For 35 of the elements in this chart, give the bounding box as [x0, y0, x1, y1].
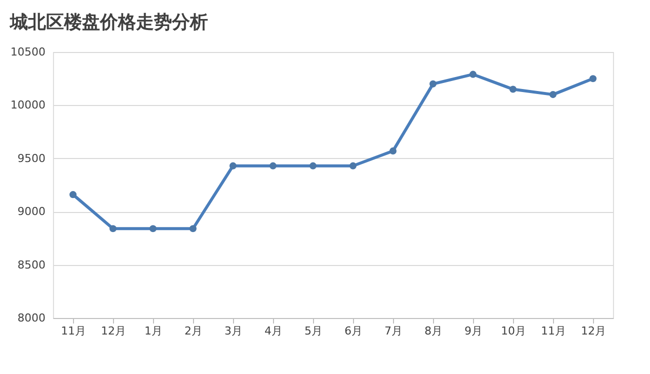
point	[109, 225, 117, 232]
y-tick-label: 8000	[18, 312, 46, 324]
point	[589, 75, 597, 82]
x-tick-label: 1月	[144, 324, 162, 338]
x-tick-label: 6月	[344, 324, 362, 338]
point	[349, 162, 357, 170]
x-tick-label: 7月	[384, 324, 402, 338]
x-tick-label: 8月	[424, 324, 442, 338]
point	[429, 80, 437, 88]
chart-title: 城北区楼盘价格走势分析	[9, 12, 208, 33]
point	[309, 162, 317, 170]
point	[389, 147, 397, 154]
point	[469, 70, 477, 78]
y-tick-label: 10000	[10, 98, 46, 112]
point	[269, 162, 277, 170]
point	[149, 225, 157, 232]
point	[189, 225, 197, 232]
point	[549, 91, 557, 98]
y-tick-label: 10500	[10, 46, 46, 58]
x-tick-label: 4月	[264, 324, 282, 338]
x-tick-label: 9月	[464, 324, 482, 338]
x-tick-label: 3月	[224, 324, 242, 338]
point	[69, 191, 77, 198]
y-tick-label: 9000	[18, 205, 46, 218]
x-tick-label: 12月	[581, 324, 606, 338]
point	[229, 162, 237, 170]
x-tick-label: 12月	[101, 324, 126, 338]
x-tick-label: 11月	[61, 324, 86, 338]
y-tick-label: 8500	[18, 258, 46, 272]
point	[509, 86, 517, 93]
x-tick-label: 10月	[501, 324, 526, 338]
y-tick-label: 9500	[18, 152, 46, 165]
x-tick-label: 11月	[541, 324, 566, 338]
x-tick-label: 2月	[184, 324, 202, 338]
x-tick-label: 5月	[304, 324, 322, 338]
